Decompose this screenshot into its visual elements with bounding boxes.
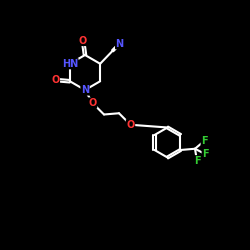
Text: O: O (51, 75, 60, 85)
Text: O: O (126, 120, 134, 130)
Text: N: N (116, 39, 124, 49)
Text: O: O (88, 98, 96, 108)
Text: F: F (194, 156, 200, 166)
Text: F: F (201, 136, 208, 146)
Text: F: F (202, 149, 209, 159)
Text: N: N (81, 85, 89, 95)
Text: O: O (79, 36, 87, 46)
Text: HN: HN (62, 59, 78, 69)
